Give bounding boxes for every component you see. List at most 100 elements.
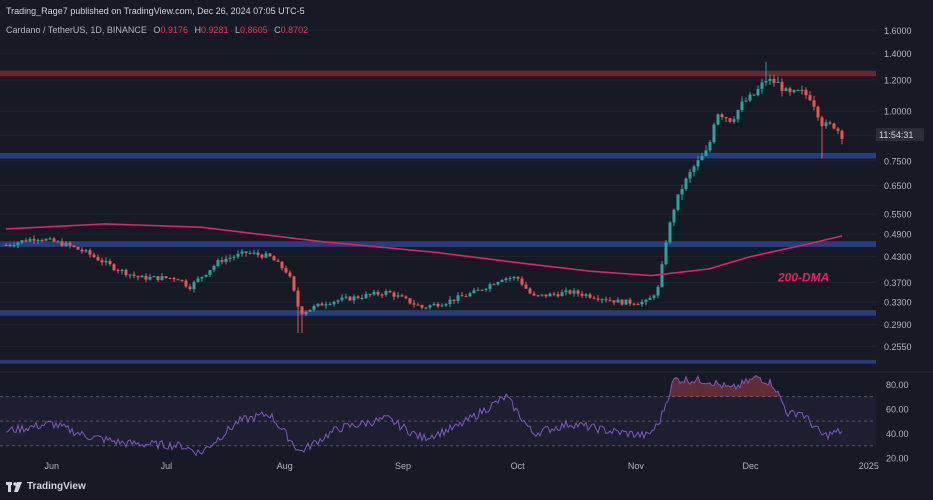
candle-body xyxy=(516,276,520,279)
candle-body xyxy=(716,114,720,125)
rsi-overbought-fill xyxy=(746,378,748,397)
candle-body xyxy=(124,269,128,276)
candle-body xyxy=(712,124,716,143)
candle-body xyxy=(384,291,388,295)
candle-body xyxy=(640,301,644,305)
candle-body xyxy=(708,142,712,151)
support-zone xyxy=(0,359,876,364)
candle-body xyxy=(196,278,200,282)
candle-body xyxy=(348,296,352,301)
rsi-overbought-fill xyxy=(772,386,774,397)
resistance-zone xyxy=(0,70,876,77)
open-value: 0.9176 xyxy=(160,25,188,35)
candle-body xyxy=(12,245,16,247)
support-zone xyxy=(0,152,876,159)
candle-body xyxy=(320,303,324,306)
rsi-overbought-fill xyxy=(766,383,768,397)
candle-body xyxy=(32,238,36,241)
rsi-overbought-fill xyxy=(694,379,696,397)
candle-body xyxy=(112,264,116,271)
rsi-overbought-fill xyxy=(738,384,740,397)
candle-body xyxy=(536,295,540,297)
candle-body xyxy=(464,296,468,298)
candle-body xyxy=(252,252,256,254)
price-label-box xyxy=(876,128,924,142)
rsi-overbought-fill xyxy=(722,382,724,397)
candle-body xyxy=(136,275,140,278)
candle-body xyxy=(760,82,764,89)
tradingview-logo-icon xyxy=(6,481,22,492)
price-tick-label: 0.3300 xyxy=(884,298,912,308)
rsi-overbought-fill xyxy=(700,382,702,397)
candle-body xyxy=(568,290,572,294)
candle-body xyxy=(796,89,800,91)
candle-body xyxy=(500,280,504,283)
rsi-overbought-fill xyxy=(706,383,708,397)
candle-body xyxy=(648,297,652,300)
candle-body xyxy=(732,119,736,122)
candle-body xyxy=(792,90,796,93)
candle-body xyxy=(296,290,300,307)
candle-body xyxy=(676,194,680,210)
candle-body xyxy=(308,309,312,312)
close-value: 0.8702 xyxy=(280,25,309,35)
rsi-overbought-fill xyxy=(716,380,718,397)
symbol-legend: Cardano / TetherUS, 1D, BINANCE O0.9176 … xyxy=(6,25,308,35)
candle-body xyxy=(576,290,580,294)
candle-body xyxy=(636,304,640,306)
rsi-overbought-fill xyxy=(734,383,736,397)
candle-body xyxy=(756,88,760,96)
candle-body xyxy=(448,299,452,304)
candle-body xyxy=(88,250,92,255)
tradingview-logo[interactable]: TradingView xyxy=(6,481,86,492)
candle-body xyxy=(768,78,772,82)
candle-body xyxy=(560,292,564,297)
candle-body xyxy=(216,260,220,266)
candle-body xyxy=(392,292,396,297)
candle-body xyxy=(344,296,348,298)
candle-body xyxy=(36,239,40,241)
candle-body xyxy=(28,238,32,242)
rsi-tick-label: 60.00 xyxy=(886,404,909,414)
candle-body xyxy=(836,128,840,131)
price-tick-label: 1.0000 xyxy=(884,107,912,117)
candle-body xyxy=(596,298,600,300)
rsi-overbought-fill xyxy=(718,383,720,397)
candle-body xyxy=(24,240,28,242)
candle-body xyxy=(840,130,844,139)
candle-body xyxy=(752,94,756,96)
candle-body xyxy=(40,239,44,241)
rsi-overbought-fill xyxy=(774,388,776,397)
rsi-overbought-fill xyxy=(764,383,766,397)
candle-body xyxy=(744,100,748,102)
candle-body xyxy=(240,251,244,254)
candle-body xyxy=(264,253,268,258)
rsi-overbought-fill xyxy=(762,382,764,397)
candle-body xyxy=(556,294,560,297)
candle-body xyxy=(800,89,804,91)
candle-body xyxy=(832,123,836,129)
candle-body xyxy=(580,293,584,296)
candle-body xyxy=(632,303,636,305)
candle-body xyxy=(276,260,280,262)
candle-body xyxy=(60,241,64,246)
tradingview-logo-text: TradingView xyxy=(27,481,86,492)
rsi-tick-label: 20.00 xyxy=(886,454,909,464)
candle-body xyxy=(728,118,732,122)
rsi-overbought-fill xyxy=(752,377,754,397)
candle-body xyxy=(488,284,492,289)
candle-body xyxy=(56,241,60,243)
candle-body xyxy=(600,299,604,301)
candle-body xyxy=(132,274,136,276)
candle-body xyxy=(8,245,12,247)
candle-body xyxy=(808,95,812,101)
candle-body xyxy=(680,189,684,195)
candle-body xyxy=(660,264,664,287)
candle-body xyxy=(548,293,552,297)
candle-body xyxy=(824,122,828,127)
rsi-overbought-fill xyxy=(726,385,728,397)
rsi-overbought-fill xyxy=(736,384,738,397)
candle-body xyxy=(364,294,368,299)
candle-body xyxy=(700,155,704,161)
